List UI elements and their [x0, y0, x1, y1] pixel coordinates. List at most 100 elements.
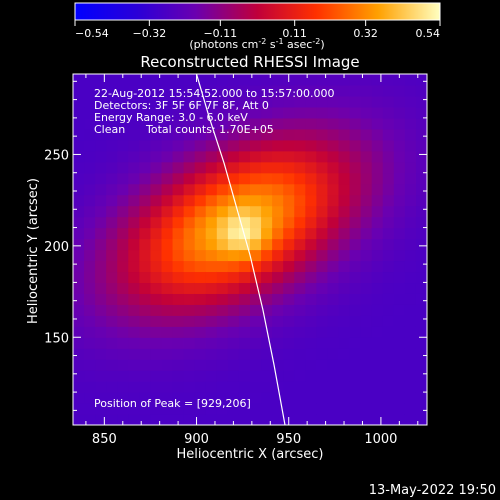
heatmap-cell: [393, 95, 406, 108]
heatmap-cell: [128, 216, 140, 229]
heatmap-cell: [294, 128, 306, 141]
heatmap-cell: [327, 337, 340, 349]
heatmap-cell: [294, 238, 306, 251]
heatmap-cell: [95, 238, 107, 251]
heatmap-cell: [316, 392, 329, 404]
heatmap-cell: [183, 271, 196, 284]
heatmap-cell: [117, 249, 129, 262]
heatmap-cell: [194, 128, 207, 141]
heatmap-cell: [227, 381, 240, 393]
heatmap-cell: [139, 403, 152, 415]
heatmap-cell: [382, 150, 395, 163]
heatmap-cell: [327, 315, 340, 327]
heatmap-cell: [283, 183, 295, 196]
heatmap-cell: [294, 117, 306, 130]
heatmap-cell: [227, 414, 240, 425]
heatmap-cell: [194, 293, 207, 305]
heatmap-cell: [272, 337, 284, 349]
heatmap-cell: [338, 315, 351, 327]
heatmap-cell: [250, 238, 262, 251]
solar-limb-curve: [195, 74, 286, 425]
heatmap-cell: [338, 260, 351, 273]
colorbar-tick-label: −0.11: [203, 27, 237, 40]
heatmap-cell: [283, 381, 295, 393]
heatmap-cell: [216, 326, 229, 338]
heatmap-cell: [95, 282, 107, 294]
heatmap-cell: [316, 194, 329, 207]
heatmap-cell: [272, 315, 284, 327]
heatmap-cell: [161, 95, 174, 108]
heatmap-cell: [106, 414, 118, 425]
heatmap-cell: [327, 392, 340, 404]
colorbar-tick-label: 0.54: [416, 27, 441, 40]
heatmap-cell: [294, 359, 306, 371]
heatmap-cell: [305, 227, 317, 240]
heatmap-cell: [150, 106, 163, 119]
heatmap-cell: [73, 359, 85, 371]
heatmap-cell: [404, 260, 417, 273]
heatmap-cell: [73, 117, 85, 130]
heatmap-cell: [128, 293, 140, 305]
heatmap-cell: [216, 282, 229, 294]
heatmap-cell: [338, 139, 351, 152]
heatmap-cell: [305, 315, 317, 327]
heatmap-cell: [382, 315, 395, 327]
heatmap-cell: [338, 205, 351, 218]
heatmap-cell: [117, 216, 129, 229]
heatmap-cell: [371, 84, 384, 97]
heatmap-cell: [238, 381, 251, 393]
heatmap-cell: [338, 95, 351, 108]
heatmap-cell: [216, 95, 229, 108]
heatmap-cell: [139, 249, 152, 262]
heatmap-cell: [73, 249, 85, 262]
heatmap-cell: [415, 205, 427, 218]
heatmap-cell: [305, 381, 317, 393]
heatmap-cell: [172, 381, 185, 393]
heatmap-cell: [415, 84, 427, 97]
heatmap-cell: [139, 161, 152, 174]
heatmap-cell: [216, 293, 229, 305]
heatmap-cell: [238, 370, 251, 382]
heatmap-cell: [283, 337, 295, 349]
heatmap-cell: [227, 172, 240, 185]
heatmap-cell: [327, 326, 340, 338]
heatmap-cell: [84, 392, 96, 404]
heatmap-cell: [261, 370, 273, 382]
heatmap-cell: [404, 271, 417, 284]
heatmap-cell: [316, 161, 329, 174]
heatmap-cell: [117, 238, 129, 251]
heatmap-cell: [95, 392, 107, 404]
heatmap-cell: [327, 249, 340, 262]
heatmap-cell: [327, 161, 340, 174]
heatmap-cell: [84, 293, 96, 305]
heatmap-cell: [128, 84, 140, 97]
heatmap-cell: [128, 304, 140, 316]
heatmap-cell: [349, 260, 362, 273]
heatmap-cell: [415, 216, 427, 229]
heatmap-cell: [227, 359, 240, 371]
heatmap-cell: [205, 348, 218, 360]
heatmap-cell: [84, 128, 96, 141]
heatmap-cell: [161, 194, 174, 207]
heatmap-cell: [172, 282, 185, 294]
heatmap-cell: [382, 249, 395, 262]
heatmap-cell: [106, 403, 118, 415]
heatmap-cell: [227, 403, 240, 415]
heatmap-cell: [305, 359, 317, 371]
heatmap-cell: [238, 359, 251, 371]
heatmap-cell: [272, 150, 284, 163]
heatmap-cell: [117, 260, 129, 273]
heatmap-cell: [183, 337, 196, 349]
heatmap-cell: [360, 326, 373, 338]
heatmap-cell: [216, 117, 229, 130]
heatmap-cell: [327, 403, 340, 415]
heatmap-cell: [161, 337, 174, 349]
heatmap-cell: [161, 326, 174, 338]
heatmap-cell: [95, 161, 107, 174]
heatmap-cell: [227, 370, 240, 382]
heatmap-cell: [205, 260, 218, 273]
heatmap-cell: [139, 106, 152, 119]
heatmap-cell: [161, 414, 174, 425]
heatmap-cell: [238, 216, 251, 229]
heatmap-cell: [415, 194, 427, 207]
